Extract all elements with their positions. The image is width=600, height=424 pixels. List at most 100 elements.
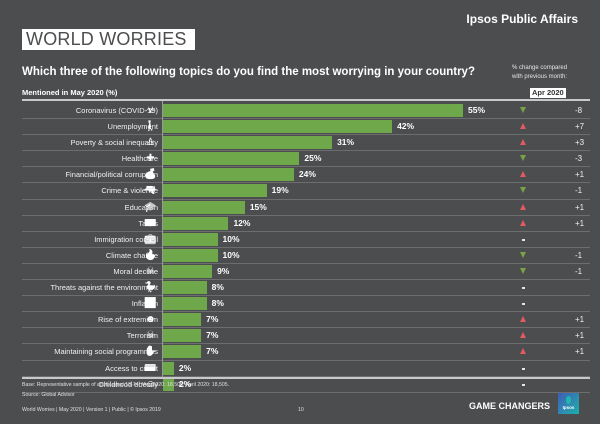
rising-chart-icon: 📈 (144, 298, 157, 310)
biohazard-icon: ☣ (146, 105, 155, 116)
change-value: +1 (575, 170, 585, 180)
hand-person-icon: ✋ (144, 346, 157, 358)
moral-decline-icon: ☠ (146, 265, 155, 277)
person-icon: ♙ (146, 137, 155, 149)
value-label: 2% (178, 362, 192, 373)
row-divider (22, 134, 590, 136)
category-label: Unemployment (107, 122, 158, 132)
tagline: GAME CHANGERS (469, 401, 551, 411)
row-divider (22, 230, 590, 232)
value-label: 15% (249, 201, 267, 212)
value-label: 31% (337, 137, 355, 148)
base-note: Base: Representative sample of adults ag… (22, 382, 230, 388)
arrow-down-icon (520, 187, 526, 194)
bar (163, 136, 333, 150)
bar (163, 297, 207, 311)
bar (163, 361, 174, 375)
chart-row: Taxes 💵 12% +1 (22, 216, 590, 232)
chart-row: Poverty & social inequality ♙ 31% +3 (22, 135, 590, 152)
arrow-up-icon (520, 332, 526, 339)
chart-row: Access to credit 💳 2% (22, 361, 590, 377)
row-divider (22, 118, 590, 120)
ipsos-logo: Ipsos (558, 393, 579, 414)
change-value: +1 (575, 331, 585, 341)
bar (163, 248, 218, 262)
category-label: Education (124, 202, 158, 212)
no-change-icon (522, 367, 525, 370)
value-label: 42% (397, 121, 415, 132)
logo-drop-icon (566, 396, 571, 404)
page-title: WORLD WORRIES (22, 29, 195, 50)
value-label: 24% (298, 169, 316, 180)
bar (163, 184, 267, 198)
change-value: -3 (575, 154, 583, 164)
obese-child-icon: ☺ (145, 378, 156, 390)
arrow-down-icon (520, 107, 526, 113)
gun-icon: 🔫 (144, 185, 157, 197)
category-label: Moral decline (113, 266, 158, 276)
category-label: Poverty & social inequality (70, 138, 158, 148)
chart-row: Terrorism ☠ 7% +1 (22, 328, 590, 345)
category-label: Terrorism (126, 331, 158, 341)
row-divider (22, 246, 590, 248)
logo-text: Ipsos (562, 405, 575, 410)
chart-row: Threats against the environment 🦆 8% (22, 280, 590, 297)
chart-row: Climate change 🔥 10% -1 (22, 248, 590, 264)
no-change-icon (522, 383, 525, 386)
category-label: Childhood obesity (98, 379, 158, 389)
no-change-icon (522, 287, 525, 290)
change-value: +1 (575, 202, 585, 212)
category-label: Climate change (105, 250, 158, 260)
change-note-line1: % change compared (512, 65, 568, 71)
value-label: 10% (222, 233, 240, 244)
bar (163, 329, 202, 343)
category-label: Coronavirus (COVID-19) (75, 106, 158, 115)
value-label: 12% (233, 217, 251, 228)
value-label: 7% (206, 314, 219, 325)
chart-row: Crime & violence 🔫 19% -1 (22, 183, 590, 200)
category-label: Rise of extremism (97, 315, 158, 325)
change-note-line2: with previous month: (512, 73, 568, 80)
change-value: +1 (575, 218, 585, 228)
value-label: 19% (271, 185, 289, 196)
chart-row: Childhood obesity ☺ 2% (22, 377, 590, 393)
bar-chart: Coronavirus (COVID-19) ☣ 55% -8 Unemployment… (22, 103, 590, 393)
bar (163, 232, 218, 246)
credit-card-icon: 💳 (144, 362, 157, 374)
value-label: 2% (178, 378, 192, 389)
money-bag-icon: 💰 (144, 169, 157, 181)
change-value: -1 (575, 250, 583, 260)
polluted-duck-icon: 🦆 (144, 282, 157, 294)
arrow-up-icon (520, 203, 526, 210)
suitcase-icon: 💼 (144, 233, 157, 245)
change-value: -1 (575, 266, 583, 276)
row-divider (22, 391, 590, 393)
balaclava-icon: ☻ (145, 314, 156, 326)
chart-row: Moral decline ☠ 9% -1 (22, 264, 590, 281)
brand-name: Ipsos Public Affairs (466, 12, 578, 26)
nurse-cap-icon: ✚ (146, 153, 155, 165)
bar (163, 313, 202, 327)
row-divider (22, 166, 590, 168)
chart-row: Coronavirus (COVID-19) ☣ 55% -8 (22, 103, 590, 120)
chart-row: Rise of extremism ☻ 7% +1 (22, 312, 590, 329)
bar (163, 200, 245, 214)
row-divider (22, 214, 590, 216)
category-label: Taxes (138, 218, 158, 228)
bar (163, 152, 300, 166)
graduation-cap-icon: 🎓 (144, 201, 157, 213)
source-note: Source: Global Advisor (22, 392, 75, 398)
chart-row: Inflation 📈 8% (22, 296, 590, 313)
value-label: 10% (222, 249, 240, 260)
chart-title: Which three of the following topics do y… (22, 66, 475, 78)
bar (163, 104, 463, 117)
banknote-icon: 💵 (144, 217, 157, 229)
chart-subheading: Mentioned in May 2020 (%) (22, 88, 118, 97)
value-label: 7% (206, 346, 219, 357)
category-label: Access to credit (105, 363, 158, 373)
row-divider (22, 198, 590, 200)
row-divider (22, 279, 590, 281)
footer-meta: World Worries | May 2020 | Version 1 | P… (22, 407, 161, 413)
category-label: Healthcare (121, 154, 158, 164)
chart-row: Unemployment 🚶 42% +7 (22, 119, 590, 136)
